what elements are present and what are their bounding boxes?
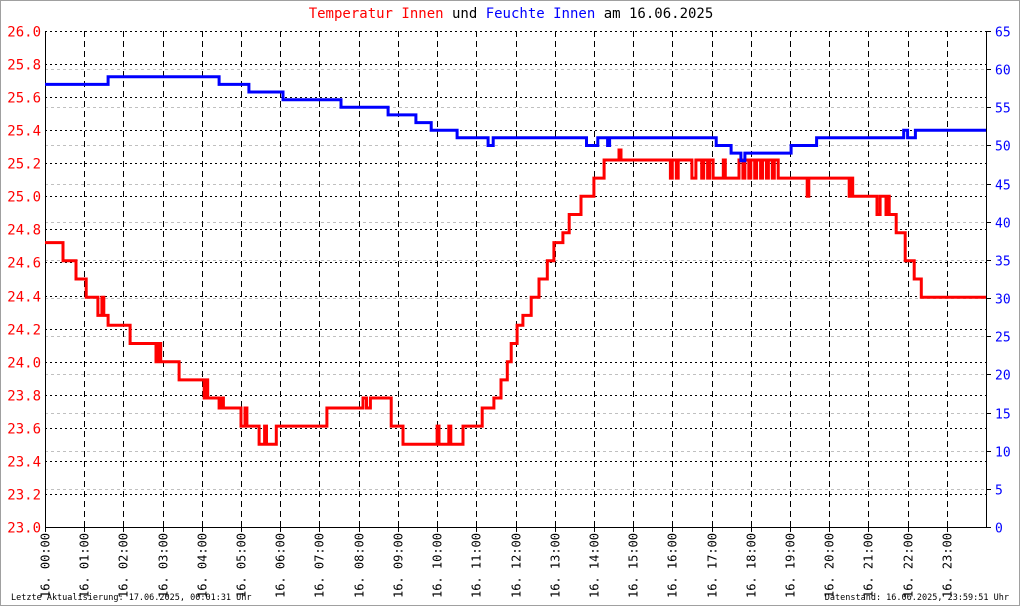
right-axis-tick-label: 65 [995, 26, 1011, 41]
x-axis-tick-label: 16. 02:00 [117, 533, 131, 598]
x-axis-tick-label: 16. 05:00 [235, 533, 249, 598]
right-axis-tick-label: 15 [995, 408, 1011, 423]
x-axis-tick-label: 16. 13:00 [549, 533, 563, 598]
left-axis-tick-label: 24.2 [7, 323, 41, 339]
title-humidity: Feuchte Innen [485, 6, 596, 22]
footer-last-update: Letzte Aktualisierung: 17.06.2025, 00:01… [11, 593, 252, 603]
x-axis-tick-label: 16. 04:00 [196, 533, 210, 598]
left-axis-tick-label: 25.8 [7, 58, 41, 74]
x-axis-tick-label: 16. 12:00 [510, 533, 524, 598]
title-temperature: Temperatur Innen [308, 6, 444, 22]
x-axis-tick-label: 16. 21:00 [862, 533, 876, 598]
x-axis-tick-label: 16. 17:00 [706, 533, 720, 598]
x-axis-tick-label: 16. 16:00 [666, 533, 680, 598]
right-axis-tick-label: 35 [995, 255, 1011, 270]
temperature-series-line [45, 148, 986, 446]
right-axis-tick-label: 10 [995, 446, 1011, 461]
right-axis-tick-label: 50 [995, 140, 1011, 155]
right-axis-tick-label: 45 [995, 179, 1011, 194]
x-axis-tick-label: 16. 23:00 [941, 533, 955, 598]
left-axis-tick-label: 24.0 [7, 356, 41, 372]
title-date: am 16.06.2025 [595, 6, 714, 22]
title-and: und [443, 6, 486, 22]
left-axis-tick-label: 24.8 [7, 223, 41, 239]
x-axis-tick-label: 16. 10:00 [431, 533, 445, 598]
x-axis-tick-label: 16. 00:00 [39, 533, 53, 598]
x-axis-tick-label: 16. 20:00 [823, 533, 837, 598]
right-axis-tick-label: 30 [995, 293, 1011, 308]
left-axis-tick-label: 25.2 [7, 157, 41, 173]
x-axis-tick-label: 16. 18:00 [745, 533, 759, 598]
x-axis-tick-label: 16. 11:00 [470, 533, 484, 598]
chart-title: Temperatur Innen und Feuchte Innen am 16… [1, 6, 1019, 22]
x-axis-tick-label: 16. 19:00 [784, 533, 798, 598]
left-axis-tick-label: 23.0 [7, 521, 41, 537]
right-axis-tick-label: 40 [995, 217, 1011, 232]
right-axis-tick-label: 0 [995, 522, 1003, 537]
left-axis-tick-label: 23.4 [7, 455, 41, 471]
x-axis-tick-label: 16. 08:00 [353, 533, 367, 598]
x-axis-tick-label: 16. 14:00 [588, 533, 602, 598]
x-axis-tick-label: 16. 15:00 [627, 533, 641, 598]
x-axis-tick-label: 16. 07:00 [313, 533, 327, 598]
left-axis-tick-label: 23.8 [7, 389, 41, 405]
x-axis-tick-label: 16. 22:00 [902, 533, 916, 598]
x-axis-tick-label: 16. 03:00 [157, 533, 171, 598]
left-axis-tick-label: 23.6 [7, 422, 41, 438]
left-axis-tick-label: 25.0 [7, 190, 41, 206]
right-axis-tick-label: 60 [995, 64, 1011, 79]
left-axis-tick-label: 24.6 [7, 256, 41, 272]
humidity-series-line [45, 75, 986, 163]
right-axis-tick-label: 20 [995, 369, 1011, 384]
right-axis-tick-label: 25 [995, 331, 1011, 346]
x-axis-tick-label: 16. 09:00 [392, 533, 406, 598]
left-axis-tick-label: 25.6 [7, 91, 41, 107]
left-axis-tick-label: 24.4 [7, 290, 41, 306]
left-axis-tick-label: 25.4 [7, 124, 41, 140]
x-axis-tick-label: 16. 01:00 [78, 533, 92, 598]
right-axis-tick-label: 55 [995, 102, 1011, 117]
x-axis-tick-label: 16. 06:00 [274, 533, 288, 598]
footer-data-state: Datenstand: 16.06.2025, 23:59:51 Uhr [824, 593, 1009, 603]
right-axis-tick-label: 5 [995, 484, 1003, 499]
left-axis-tick-label: 23.2 [7, 488, 41, 504]
left-axis-tick-label: 26.0 [7, 25, 41, 41]
